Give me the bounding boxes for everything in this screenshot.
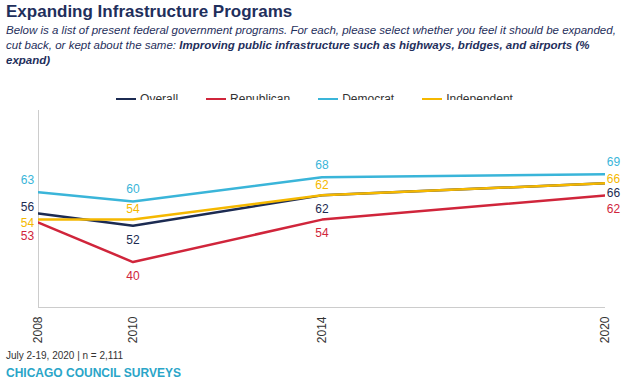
svg-text:68: 68 (315, 158, 329, 172)
svg-text:60: 60 (126, 182, 140, 196)
svg-text:2020: 2020 (598, 316, 612, 343)
svg-text:69: 69 (607, 155, 621, 169)
svg-text:54: 54 (126, 202, 140, 216)
svg-text:2014: 2014 (315, 316, 329, 343)
html-text:Below is a list of present fed: Below is a list of present federal gover… (6, 24, 616, 66)
html-text:Republican: Republican (230, 92, 291, 106)
svg-text:66: 66 (607, 172, 621, 186)
svg-text:2008: 2008 (31, 316, 45, 343)
svg-text:62: 62 (315, 202, 329, 216)
svg-text:52: 52 (126, 233, 140, 247)
svg-text:54: 54 (315, 226, 329, 240)
html-text:Democrat: Democrat (342, 92, 395, 106)
svg-text:63: 63 (21, 173, 35, 187)
svg-text:56: 56 (21, 200, 35, 214)
html-text:CHICAGO COUNCIL SURVEYS: CHICAGO COUNCIL SURVEYS (6, 366, 181, 380)
html-text:Overall: Overall (140, 92, 179, 106)
svg-text:54: 54 (21, 216, 35, 230)
svg-text:62: 62 (607, 202, 621, 216)
html-text:July 2-19, 2020 | n = 2,111: July 2-19, 2020 | n = 2,111 (6, 350, 123, 361)
svg-text:62: 62 (315, 178, 329, 192)
svg-text:53: 53 (21, 229, 35, 243)
html-text:Expanding Infrastructure Progr: Expanding Infrastructure Programs (6, 2, 293, 21)
svg-text:2010: 2010 (126, 316, 140, 343)
html-text:Independent: Independent (446, 92, 513, 106)
svg-text:66: 66 (607, 186, 621, 200)
svg-text:40: 40 (126, 269, 140, 283)
